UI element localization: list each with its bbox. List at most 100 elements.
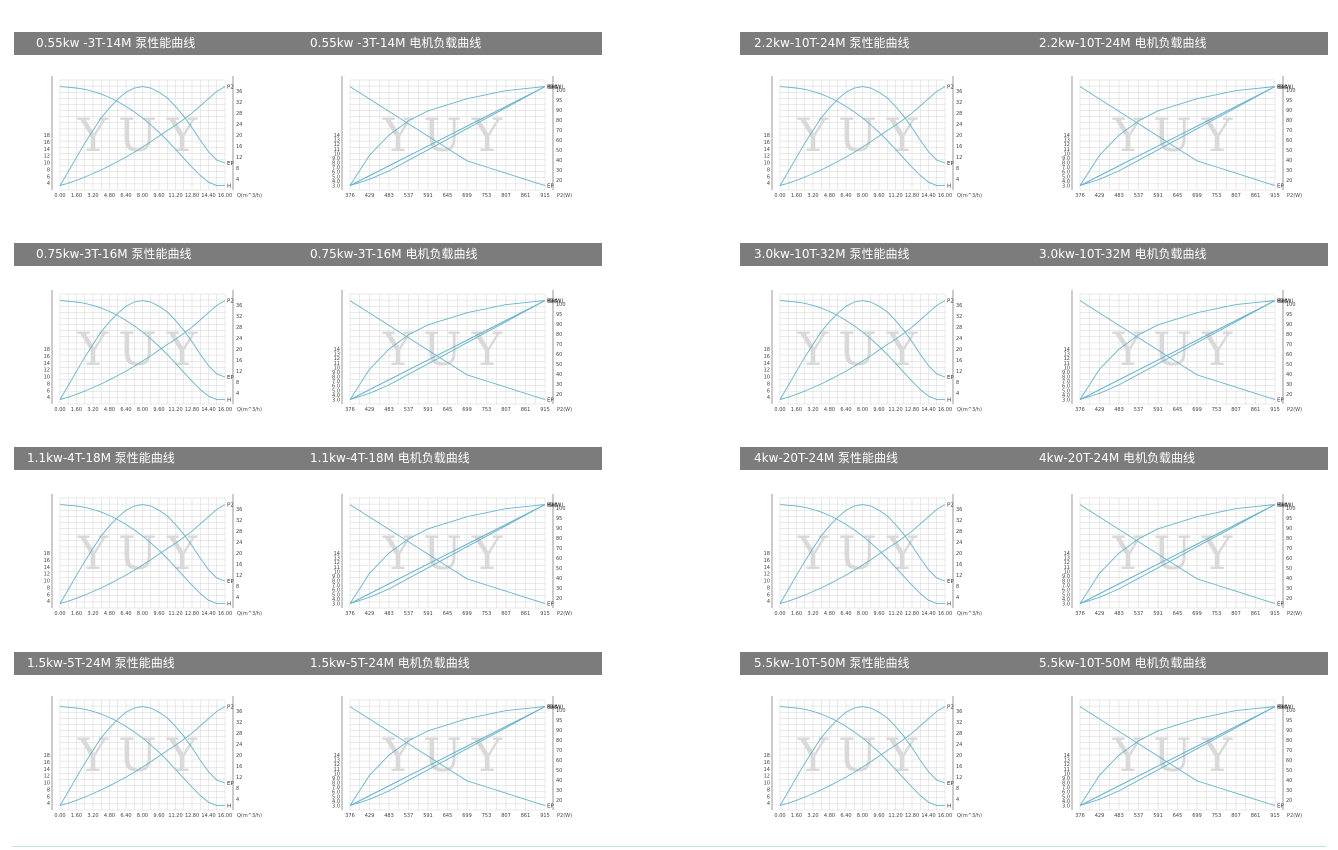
- series-label: EP: [1277, 398, 1284, 404]
- y-tick-label-right: 36: [236, 709, 242, 715]
- series-label: H: [227, 184, 231, 190]
- x-tick-label: 699: [1192, 813, 1202, 819]
- x-tick-label: 537: [404, 407, 414, 413]
- y-tick-label-right: 60: [1286, 138, 1292, 144]
- motor-load-chart: YUY 376 429 483 537 591 645 699 753 807 861 915 P2(W…: [1062, 76, 1302, 199]
- x-tick-label: 1.60: [71, 407, 82, 413]
- y-tick-label-left: 13: [1064, 758, 1070, 764]
- x-tick-label: 14.40: [921, 611, 935, 617]
- x-tick-label: 537: [1134, 193, 1144, 199]
- x-tick-label: 915: [540, 611, 550, 617]
- series-line: [349, 504, 546, 604]
- x-tick-label: 0.00: [774, 611, 785, 617]
- y-tick-label-right: 90: [556, 108, 562, 114]
- x-tick-label: 861: [521, 407, 531, 413]
- y-tick-label-right: 36: [236, 89, 242, 95]
- x-tick-label: 0.00: [54, 611, 65, 617]
- y-tick-label-left: 10: [44, 375, 50, 381]
- x-tick-label: 9.60: [153, 407, 164, 413]
- watermark-text: YUY: [77, 728, 208, 782]
- x-tick-label: 645: [443, 813, 453, 819]
- section-header: 1.5kw-5T-24M 泵性能曲线 1.5kw-5T-24M 电机负载曲线: [14, 652, 602, 675]
- motor-chart-title: 0.75kw-3T-16M 电机负载曲线: [310, 247, 478, 261]
- x-tick-label: 915: [540, 407, 550, 413]
- x-tick-label: 376: [345, 611, 355, 617]
- x-tick-label: 0.00: [54, 813, 65, 819]
- y-tick-label-right: 16: [956, 562, 962, 568]
- y-tick-label-left: 8: [767, 167, 770, 173]
- y-tick-label-left: 12: [44, 154, 50, 160]
- y-tick-label-left: 4: [47, 801, 50, 807]
- series-line: [59, 706, 225, 807]
- series-line: [1079, 86, 1276, 186]
- y-tick-label-left: 4: [47, 599, 50, 605]
- y-tick-label-left: 16: [764, 558, 770, 564]
- x-tick-label: 0.00: [774, 813, 785, 819]
- series-line: [59, 504, 225, 605]
- series-line: [779, 706, 946, 806]
- y-tick-label-right: 12: [236, 775, 242, 781]
- y-tick-label-right: 24: [956, 122, 962, 128]
- y-tick-label-right: 16: [236, 144, 242, 150]
- y-tick-label-right: 16: [236, 358, 242, 364]
- series-label: P1(W): [1277, 503, 1294, 509]
- series-label: P1(W): [1277, 85, 1294, 91]
- x-tick-label: 753: [482, 193, 492, 199]
- series-line: [349, 504, 546, 605]
- y-tick-label-right: 95: [556, 98, 562, 104]
- y-tick-label-left: 14: [1064, 753, 1070, 759]
- x-tick-label: 3.20: [87, 407, 98, 413]
- motor-load-chart: YUY 376 429 483 537 591 645 699 753 807 861 915 P2(W…: [1062, 696, 1302, 819]
- x-axis-label: Q(m^3/h): [237, 193, 262, 199]
- series-line: [349, 504, 546, 605]
- x-tick-label: 1.60: [71, 813, 82, 819]
- y-tick-label-right: 95: [1286, 718, 1292, 724]
- y-tick-label-left: 3.0: [332, 803, 340, 809]
- series-line: [349, 86, 546, 186]
- x-tick-label: 376: [1075, 407, 1085, 413]
- x-tick-label: 4.80: [104, 407, 115, 413]
- y-tick-label-right: 60: [556, 556, 562, 562]
- y-tick-label-right: 36: [236, 507, 242, 513]
- y-tick-label-left: 6.0: [1062, 588, 1070, 594]
- series-line: [59, 300, 226, 400]
- x-tick-label: 753: [482, 611, 492, 617]
- y-tick-label-left: 5.0: [1062, 592, 1070, 598]
- x-tick-label: 3.20: [87, 813, 98, 819]
- pump-curve-chart: YUY 0.00 1.60 3.20 4.80 6.40 8.00 9.60 11.20 12.8…: [44, 76, 262, 199]
- y-tick-label-right: 24: [956, 336, 962, 342]
- y-tick-label-right: 90: [556, 526, 562, 532]
- x-tick-label: 0.00: [54, 407, 65, 413]
- series-label: H: [947, 804, 951, 810]
- section-header: 4kw-20T-24M 泵性能曲线 4kw-20T-24M 电机负载曲线: [740, 447, 1328, 470]
- series-line: [349, 706, 546, 807]
- y-tick-label-left: 10: [764, 161, 770, 167]
- x-tick-label: 861: [521, 813, 531, 819]
- y-tick-label-right: 8: [236, 786, 239, 792]
- series-line: [1079, 300, 1276, 401]
- y-tick-label-right: 28: [956, 731, 962, 737]
- x-tick-label: 11.20: [888, 813, 902, 819]
- x-tick-label: 483: [384, 407, 394, 413]
- pump-chart-title: 4kw-20T-24M 泵性能曲线: [754, 451, 898, 465]
- y-tick-label-right: 70: [556, 748, 562, 754]
- x-tick-label: 861: [521, 193, 531, 199]
- motor-load-chart: YUY 376 429 483 537 591 645 699 753 807 861 915 P2(W…: [332, 696, 572, 819]
- y-tick-label-left: 8.0: [332, 579, 340, 585]
- y-tick-label-right: 40: [1286, 778, 1292, 784]
- x-tick-label: 8.00: [857, 193, 868, 199]
- x-tick-label: 4.80: [824, 813, 835, 819]
- watermark-text: YUY: [382, 728, 513, 782]
- y-tick-label-right: 50: [556, 148, 562, 154]
- y-tick-label-right: 20: [236, 133, 242, 139]
- series-label: I1(A): [547, 503, 560, 509]
- series-label: I1(A): [547, 705, 560, 711]
- y-tick-label-right: 90: [1286, 108, 1292, 114]
- y-tick-label-right: 20: [236, 551, 242, 557]
- x-tick-label: 699: [1192, 611, 1202, 617]
- series-line: [59, 504, 226, 605]
- x-tick-label: 537: [1134, 407, 1144, 413]
- series-label: Cos: [1277, 299, 1287, 305]
- x-tick-label: 376: [345, 193, 355, 199]
- y-tick-label-left: 3.0: [1062, 183, 1070, 189]
